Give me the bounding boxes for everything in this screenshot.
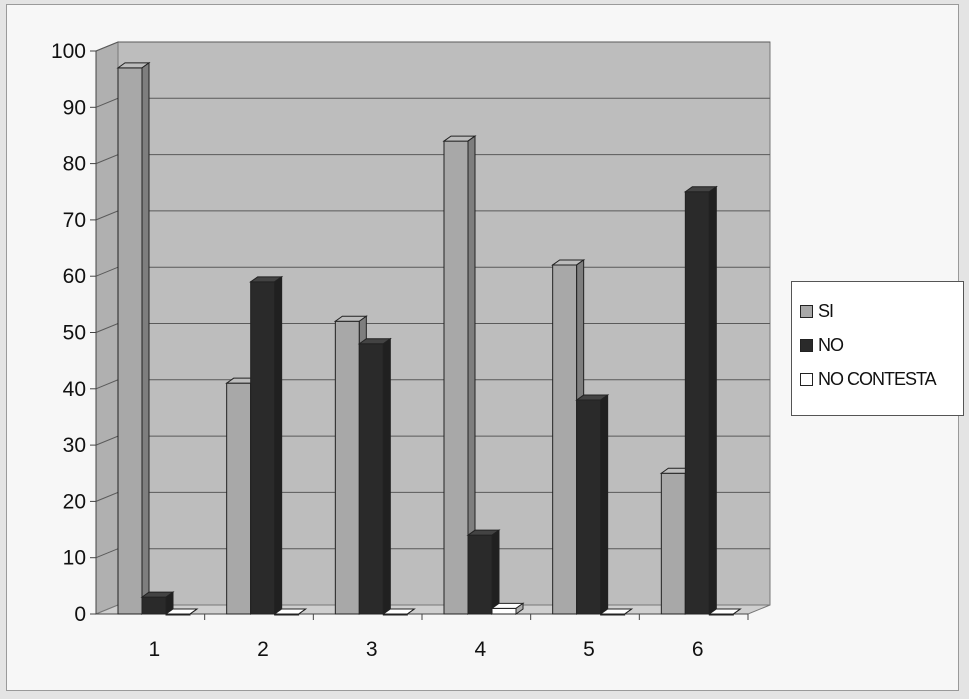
bar-no-4 bbox=[466, 529, 501, 615]
bar-no-contesta-4 bbox=[490, 602, 525, 615]
bar-si-4 bbox=[442, 135, 477, 615]
bar-no-3 bbox=[357, 337, 392, 615]
bar-side bbox=[600, 394, 609, 615]
bar-front bbox=[552, 264, 578, 615]
x-tick-label: 4 bbox=[474, 638, 486, 661]
bar-no-contesta-3 bbox=[381, 608, 416, 616]
bar-side bbox=[141, 61, 150, 615]
legend-label-no: NO bbox=[818, 334, 844, 355]
bar-front bbox=[334, 320, 360, 615]
bar-side bbox=[708, 185, 717, 615]
x-tick-label: 6 bbox=[692, 638, 704, 661]
y-tick-label: 0 bbox=[74, 603, 86, 626]
bar-side bbox=[382, 337, 391, 615]
bar-front bbox=[660, 472, 686, 615]
bar-si-1 bbox=[116, 61, 151, 615]
y-tick-label: 40 bbox=[63, 378, 86, 401]
legend-item-no-contesta: NO CONTESTA bbox=[800, 362, 963, 396]
bar-no-contesta-1 bbox=[164, 608, 199, 616]
bar-no-contesta-6 bbox=[707, 608, 742, 616]
bar-front bbox=[117, 67, 143, 615]
legend-swatch-si bbox=[800, 304, 813, 318]
y-tick-label: 10 bbox=[63, 547, 86, 570]
legend-item-no: NO bbox=[800, 328, 963, 362]
legend-item-si: SI bbox=[800, 294, 963, 328]
bar-side bbox=[274, 275, 283, 615]
bar-no-2 bbox=[249, 275, 284, 615]
bar-front bbox=[141, 596, 167, 615]
bar-side bbox=[189, 608, 198, 615]
y-tick-label: 70 bbox=[63, 209, 86, 232]
legend: SI NO NO CONTESTA bbox=[791, 281, 964, 416]
bar-side bbox=[298, 608, 306, 615]
y-tick-label: 100 bbox=[51, 40, 86, 63]
bar-front bbox=[467, 534, 493, 615]
bar-side bbox=[407, 608, 415, 615]
bar-front bbox=[491, 607, 517, 615]
y-tick-label: 60 bbox=[63, 265, 86, 288]
y-tick-label: 30 bbox=[63, 434, 86, 457]
bar-front bbox=[358, 343, 384, 615]
x-tick-label: 5 bbox=[583, 638, 595, 661]
bar-front bbox=[226, 382, 252, 615]
gridline bbox=[95, 41, 770, 52]
x-tick-label: 2 bbox=[257, 638, 269, 661]
y-tick-label: 90 bbox=[63, 96, 86, 119]
bar-front bbox=[443, 140, 469, 615]
bar-no-5 bbox=[575, 394, 610, 615]
y-tick-label: 80 bbox=[63, 153, 86, 176]
bar-no-1 bbox=[140, 591, 175, 615]
bar-front bbox=[684, 191, 710, 615]
bar-front bbox=[250, 281, 276, 615]
x-tick-label: 3 bbox=[366, 638, 378, 661]
bar-side bbox=[491, 529, 500, 615]
y-tick-label: 50 bbox=[63, 322, 86, 345]
bar-side bbox=[733, 608, 741, 615]
legend-swatch-no bbox=[800, 338, 813, 352]
x-tick-label: 1 bbox=[148, 638, 160, 661]
bar-no-contesta-5 bbox=[599, 608, 634, 616]
legend-label-no-contesta: NO CONTESTA bbox=[818, 368, 937, 389]
bar-side bbox=[515, 602, 524, 615]
bar-front bbox=[576, 399, 602, 615]
bar-side bbox=[624, 608, 632, 615]
legend-swatch-no-contesta bbox=[800, 372, 813, 386]
legend-label-si: SI bbox=[818, 300, 834, 321]
bar-no-6 bbox=[683, 185, 718, 615]
y-tick-label: 20 bbox=[63, 490, 86, 513]
bar-no-contesta-2 bbox=[273, 608, 308, 616]
